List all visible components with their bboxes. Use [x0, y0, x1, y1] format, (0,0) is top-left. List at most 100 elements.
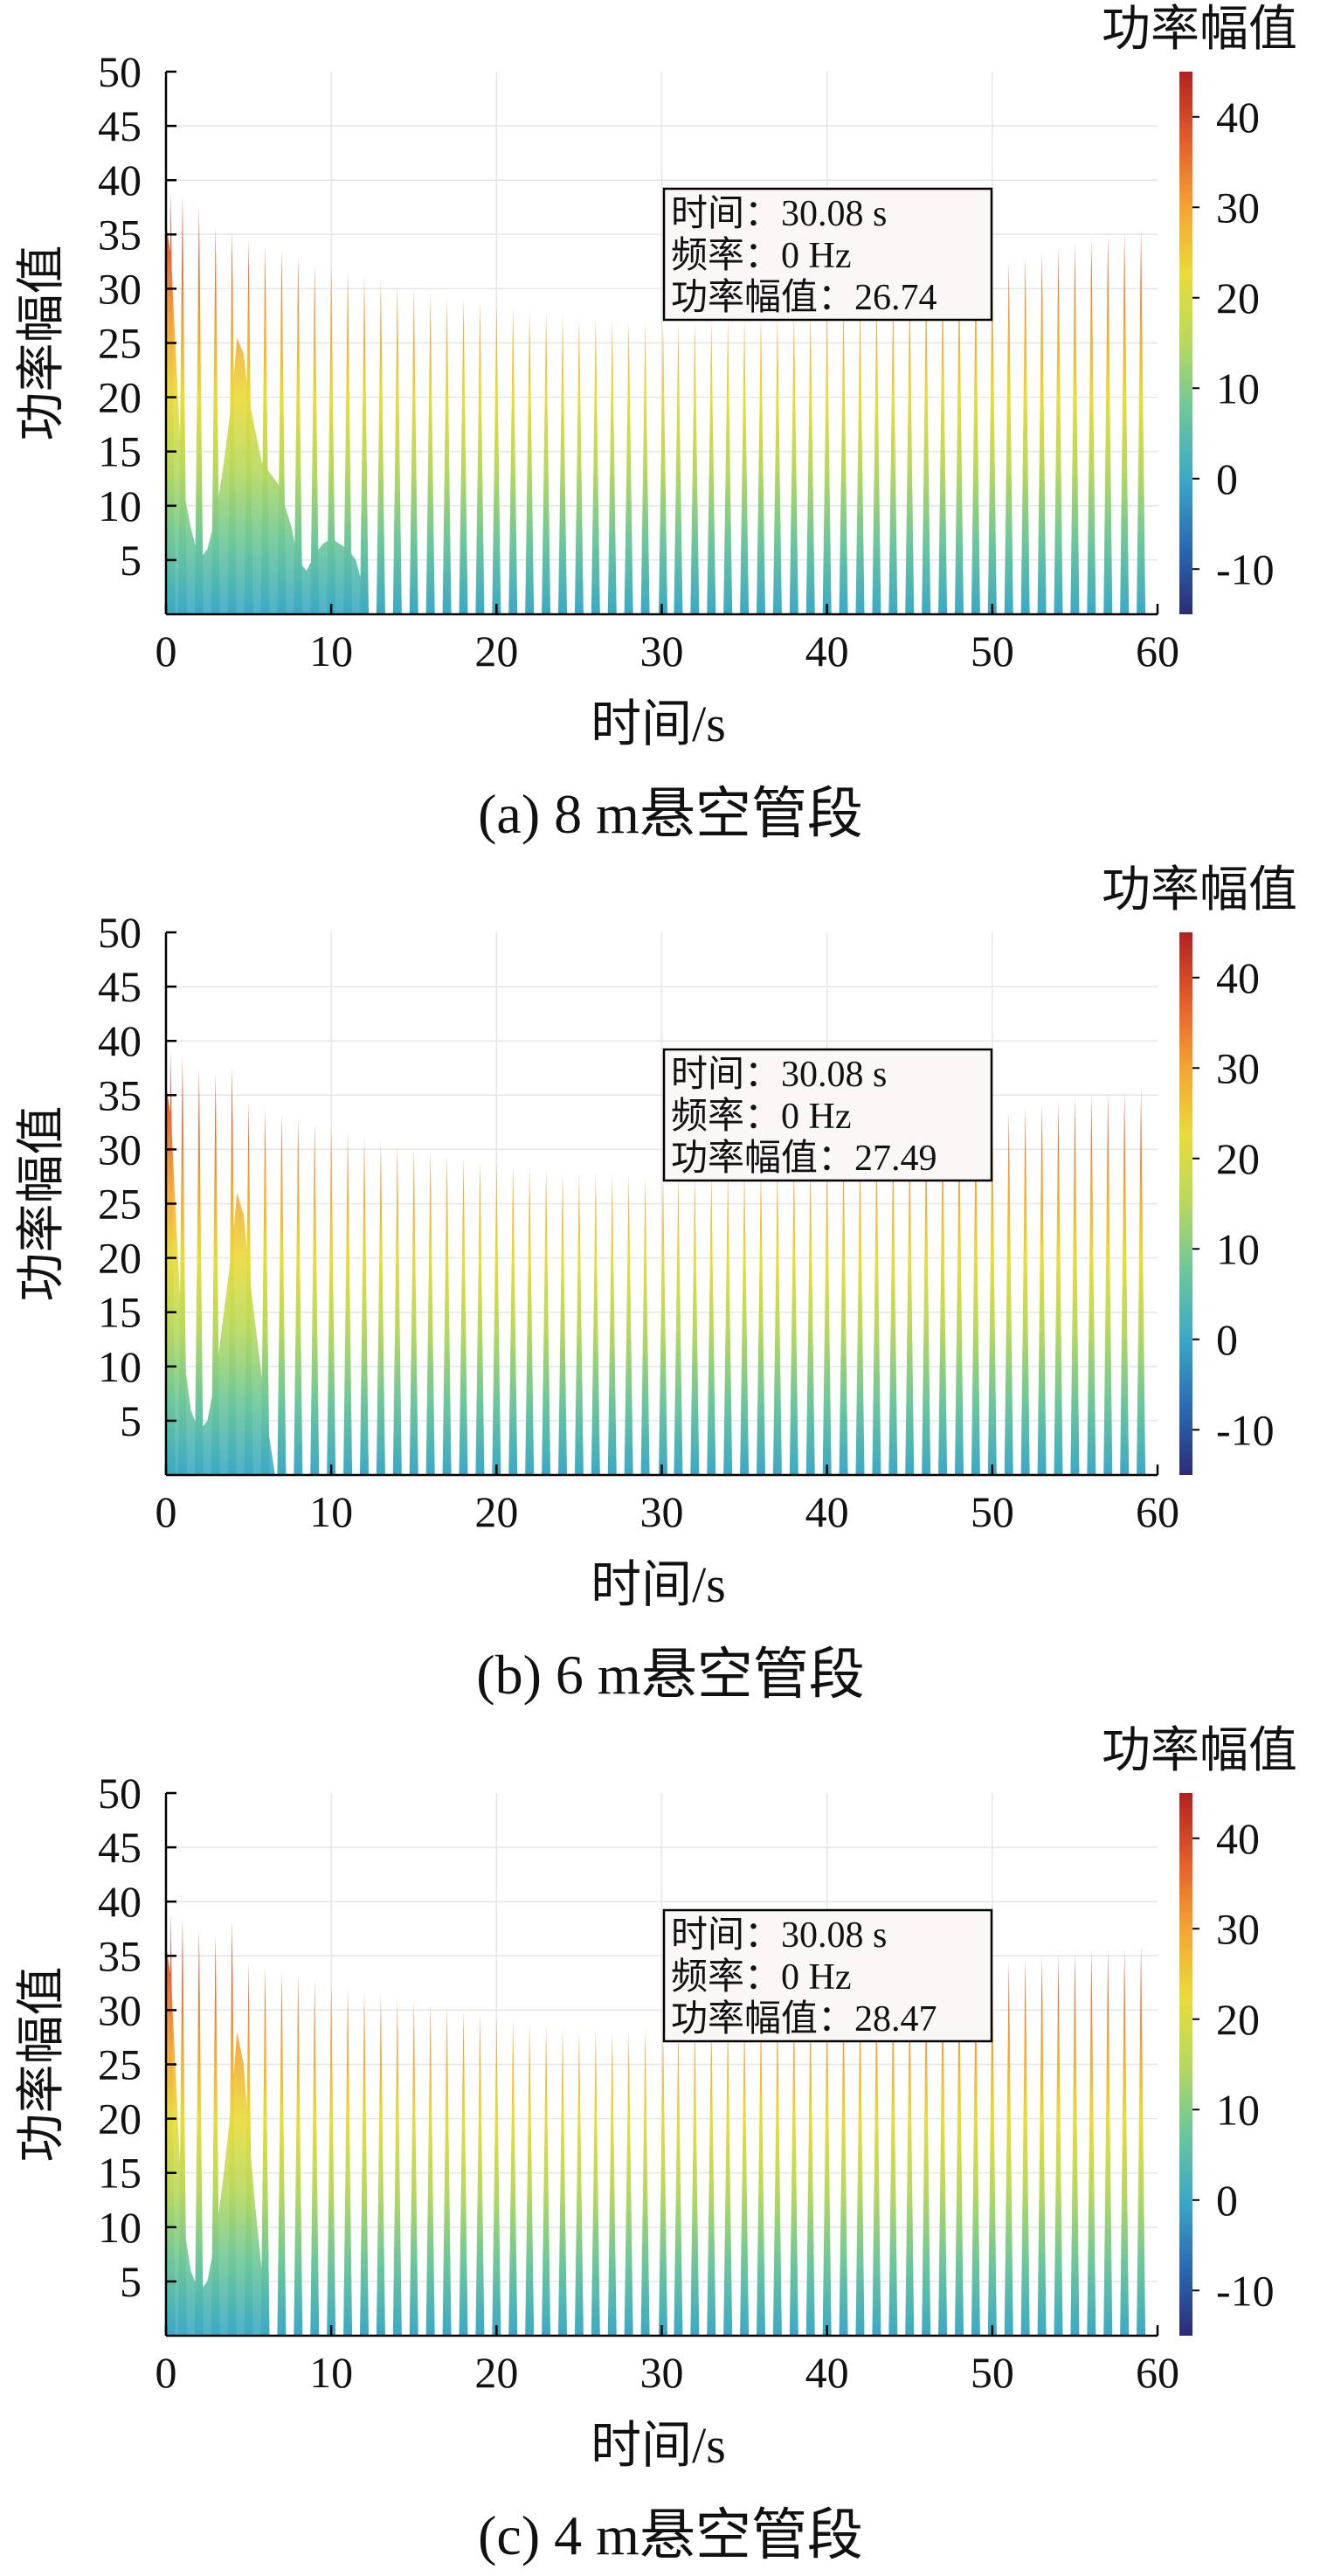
x-axis-label: 时间/s [591, 696, 726, 752]
peak-mark [607, 2030, 617, 2336]
peak-mark [888, 294, 898, 614]
peak-mark [789, 1161, 798, 1475]
colorbar-tick-label: -10 [1216, 1405, 1275, 1454]
colorbar-tick-label: 30 [1216, 183, 1260, 232]
peak-mark [624, 321, 633, 614]
peak-mark [1070, 1097, 1080, 1475]
peak-mark [591, 317, 600, 614]
colorbar-ticks: 40 30 20 10 0 -10 [1192, 1814, 1275, 2315]
chart-panel-b: 0 10 20 30 40 50 60 5 10 15 20 25 30 35 40 45 50 时间/s 功率幅值… [0, 861, 1341, 1717]
colorbar-tick-label: 40 [1216, 953, 1260, 1002]
tooltip-box [662, 1048, 993, 1182]
peak-mark [574, 2028, 584, 2336]
peak-mark [1054, 1953, 1063, 2336]
peak-mark [294, 256, 303, 614]
peak-mark [459, 2010, 468, 2336]
spectrogram-chart-c: 0 10 20 30 40 50 60 5 10 15 20 25 30 35 40 45 50 时间/s 功率幅值… [15, 1724, 1297, 2474]
peak-mark [558, 1171, 567, 1475]
tooltip-box [662, 1908, 993, 2043]
peak-mark [558, 2027, 567, 2336]
peak-mark [888, 1141, 898, 1475]
peak-mark [922, 285, 931, 614]
peak-mark [343, 271, 353, 614]
y-tick-label: 25 [98, 319, 142, 368]
peak-mark [1037, 1956, 1047, 2336]
colorbar [1179, 1793, 1192, 2336]
peak-mark [310, 1122, 320, 1475]
peak-mark [740, 319, 750, 614]
chart-caption-a: (a) 8 m悬空管段 [478, 783, 863, 845]
peak-mark [740, 2013, 750, 2336]
peak-mark [1037, 1104, 1047, 1475]
low-frequency-envelope [166, 223, 370, 614]
y-tick-label: 30 [98, 1125, 142, 1174]
peak-mark [542, 312, 551, 614]
x-tick-label: 50 [971, 1487, 1014, 1536]
spectrogram-chart-b: 0 10 20 30 40 50 60 5 10 15 20 25 30 35 40 45 50 时间/s 功率幅值… [15, 863, 1297, 1613]
peak-mark [327, 1984, 336, 2336]
peak-mark [492, 303, 501, 614]
x-tick-label: 20 [474, 1487, 518, 1536]
chart-panel-c: 0 10 20 30 40 50 60 5 10 15 20 25 30 35 40 45 50 时间/s 功率幅值… [0, 1721, 1341, 2576]
colorbar-tick-label: 10 [1216, 1224, 1260, 1273]
peak-mark [1103, 234, 1113, 614]
peak-mark [475, 2013, 485, 2336]
peak-mark [409, 288, 418, 614]
peak-mark [525, 310, 535, 614]
x-tick-label: 30 [640, 1487, 684, 1536]
y-tick-label: 20 [98, 373, 142, 422]
peak-mark [789, 312, 798, 614]
tooltip-time: 时间：30.08 s [671, 194, 887, 234]
peak-mark [1120, 1947, 1130, 2336]
axes [164, 931, 1159, 1477]
peak-mark [392, 1997, 402, 2336]
chart-panel-a: 0 10 20 30 40 50 60 5 10 15 20 25 30 35 40 45 50 时间/s 功率幅值… [0, 0, 1341, 856]
peak-mark [475, 301, 485, 614]
peak-mark [492, 2016, 501, 2336]
y-axis-label: 功率幅值 [15, 246, 69, 441]
peak-mark [459, 1158, 468, 1475]
peak-mark [987, 266, 997, 614]
peak-mark [508, 1164, 518, 1475]
peak-mark [772, 2006, 782, 2336]
x-tick-label: 60 [1136, 627, 1179, 675]
peak-mark [1120, 232, 1130, 614]
peak-mark [1020, 256, 1030, 614]
peak-mark [938, 1128, 948, 1475]
y-tick-label: 5 [120, 1396, 142, 1445]
peak-mark [872, 1987, 881, 2336]
tooltip-frequency: 频率：0 Hz [671, 235, 851, 276]
peak-mark [805, 310, 815, 614]
peak-mark [376, 1993, 385, 2336]
peak-mark [955, 1970, 964, 2336]
axes [164, 1791, 1159, 2337]
peak-mark [674, 2024, 683, 2336]
colorbar-tick-label: 30 [1216, 1904, 1260, 1953]
peak-mark [872, 1146, 881, 1475]
peak-mark [1037, 252, 1047, 614]
x-tick-label: 20 [474, 2348, 518, 2397]
peak-mark [690, 2022, 700, 2336]
colorbar-title: 功率幅值 [1102, 863, 1297, 918]
x-tick-label: 30 [640, 2348, 684, 2397]
peak-mark [343, 1987, 353, 2336]
colorbar-tick-label: 0 [1216, 1315, 1238, 1364]
y-tick-label: 10 [98, 2203, 142, 2252]
peak-mark [607, 320, 617, 614]
peak-mark [542, 2025, 551, 2336]
colorbar-tick-label: 0 [1216, 454, 1238, 503]
peak-mark [1020, 1106, 1030, 1475]
peak-mark [905, 1980, 915, 2336]
peak-mark [822, 1997, 832, 2336]
peak-mark [971, 1967, 980, 2336]
peak-mark [971, 271, 980, 614]
peak-mark [194, 207, 204, 614]
y-tick-label: 35 [98, 1931, 142, 1980]
peak-mark [425, 2003, 435, 2336]
peak-mark [360, 275, 369, 614]
y-axis-label: 功率幅值 [15, 1967, 69, 2163]
y-tick-label: 40 [98, 156, 142, 204]
colorbar-tick-label: 40 [1216, 1814, 1260, 1863]
x-tick-label: 0 [156, 1487, 177, 1536]
